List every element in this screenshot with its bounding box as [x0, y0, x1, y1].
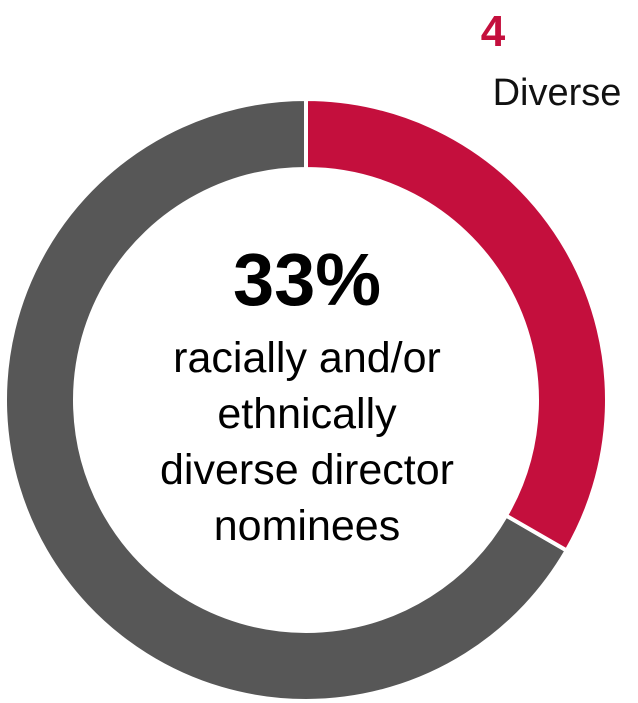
donut-segment	[304, 96, 609, 554]
center-text: ethnically	[217, 390, 397, 438]
legend-label: Diverse	[493, 72, 622, 114]
center-text: diverse director	[160, 446, 454, 494]
center-value: 33%	[233, 238, 381, 321]
data-label: 4	[481, 7, 506, 56]
center-text: racially and/or	[173, 334, 441, 382]
center-text: nominees	[214, 502, 400, 550]
donut-segment	[3, 96, 570, 703]
